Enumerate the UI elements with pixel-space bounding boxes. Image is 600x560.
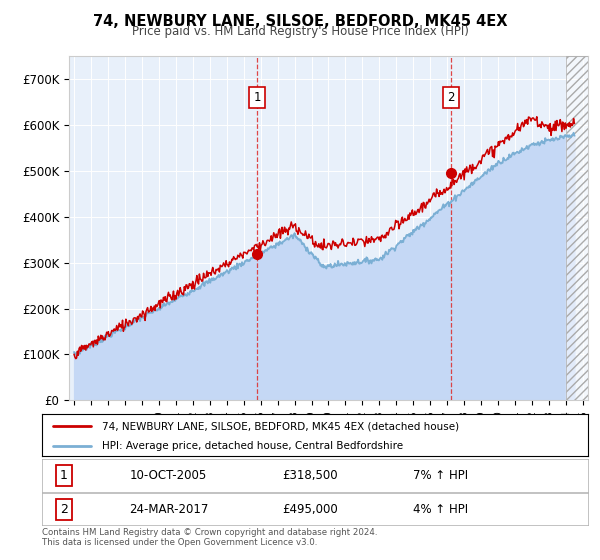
Bar xyxy=(566,56,588,400)
Text: 74, NEWBURY LANE, SILSOE, BEDFORD, MK45 4EX: 74, NEWBURY LANE, SILSOE, BEDFORD, MK45 … xyxy=(93,14,507,29)
Text: 4% ↑ HPI: 4% ↑ HPI xyxy=(413,502,469,516)
Text: 1: 1 xyxy=(253,91,260,104)
Text: HPI: Average price, detached house, Central Bedfordshire: HPI: Average price, detached house, Cent… xyxy=(102,441,403,451)
Text: £495,000: £495,000 xyxy=(282,502,338,516)
Text: 10-OCT-2005: 10-OCT-2005 xyxy=(130,469,206,482)
Text: 1: 1 xyxy=(60,469,68,482)
Text: 24-MAR-2017: 24-MAR-2017 xyxy=(130,502,209,516)
Text: Contains HM Land Registry data © Crown copyright and database right 2024.
This d: Contains HM Land Registry data © Crown c… xyxy=(42,528,377,548)
Text: 2: 2 xyxy=(448,91,455,104)
Text: 7% ↑ HPI: 7% ↑ HPI xyxy=(413,469,469,482)
Text: 74, NEWBURY LANE, SILSOE, BEDFORD, MK45 4EX (detached house): 74, NEWBURY LANE, SILSOE, BEDFORD, MK45 … xyxy=(102,421,459,431)
Text: £318,500: £318,500 xyxy=(282,469,338,482)
Bar xyxy=(566,56,588,400)
Text: Price paid vs. HM Land Registry's House Price Index (HPI): Price paid vs. HM Land Registry's House … xyxy=(131,25,469,38)
Text: 2: 2 xyxy=(60,502,68,516)
